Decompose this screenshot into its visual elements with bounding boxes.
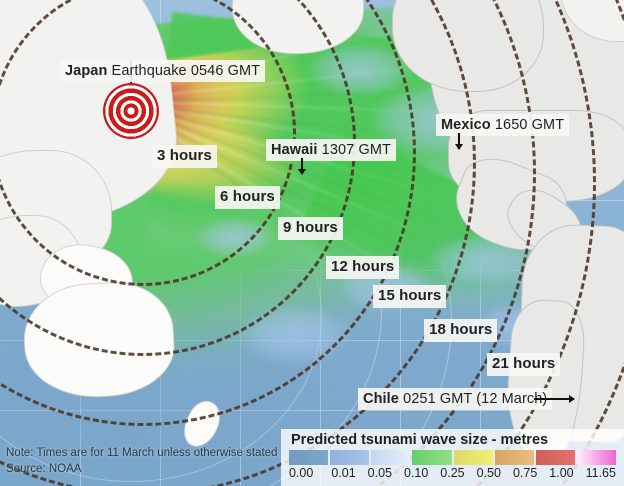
legend-swatch-2: [371, 450, 411, 465]
legend-tick-labels: 0.00 0.01 0.05 0.10 0.25 0.50 0.75 1.00 11.65: [289, 465, 616, 480]
legend-swatch-6: [535, 450, 575, 465]
label-chile-time: 0251 GMT (12 March): [398, 391, 548, 407]
label-mexico-time: 1650 GMT: [490, 117, 565, 133]
legend-tick-7: 1.00: [549, 466, 574, 480]
legend-tick-5: 0.50: [476, 466, 501, 480]
travel-time-label-6h: 6 hours: [215, 186, 280, 209]
label-japan-place: Japan: [65, 63, 108, 79]
label-hawaii-pointer: [298, 158, 306, 175]
footnote-source: Source: NOAA: [6, 463, 82, 476]
legend-swatch-4: [453, 450, 493, 465]
travel-time-label-18h: 18 hours: [424, 319, 498, 342]
travel-time-label-12h: 12 hours: [326, 256, 400, 279]
legend-tick-0: 0.00: [289, 466, 314, 480]
legend-tick-4: 0.25: [440, 466, 465, 480]
legend-swatch-1: [330, 450, 370, 465]
label-chile-pointer: [534, 395, 575, 403]
label-hawaii: Hawaii 1307 GMT: [266, 139, 396, 162]
legend-tick-2: 0.05: [367, 466, 392, 480]
label-chile-place: Chile: [363, 391, 399, 407]
legend-swatch-3: [412, 450, 452, 465]
legend-title: Predicted tsunami wave size - metres: [291, 432, 549, 448]
earthquake-epicentre-icon: [103, 61, 159, 139]
footnote-note: Note: Times are for 11 March unless othe…: [6, 446, 278, 459]
travel-time-label-9h: 9 hours: [278, 217, 343, 240]
label-mexico: Mexico 1650 GMT: [436, 114, 570, 137]
legend-swatch-0: [289, 450, 329, 465]
label-mexico-pointer: [455, 133, 463, 150]
label-mexico-place: Mexico: [441, 117, 491, 133]
label-japan: Japan Earthquake 0546 GMT: [60, 60, 266, 83]
label-hawaii-place: Hawaii: [271, 142, 318, 158]
legend-tick-1: 0.01: [331, 466, 356, 480]
footnote: Note: Times are for 11 March unless othe…: [6, 445, 277, 478]
legend: Predicted tsunami wave size - metres 0.0…: [281, 429, 624, 486]
label-hawaii-time: 1307 GMT: [317, 142, 391, 158]
legend-swatch-5: [494, 450, 534, 465]
legend-tick-6: 0.75: [512, 466, 538, 480]
travel-time-label-3h: 3 hours: [152, 145, 217, 168]
label-chile: Chile 0251 GMT (12 March): [358, 388, 553, 411]
legend-tick-3: 0.10: [403, 466, 429, 480]
legend-colorbar: [289, 450, 616, 465]
travel-time-label-21h: 21 hours: [487, 353, 561, 376]
legend-tick-8: 11.65: [585, 466, 616, 480]
travel-time-label-15h: 15 hours: [373, 285, 447, 308]
label-japan-time: Earthquake 0546 GMT: [107, 63, 261, 79]
legend-swatch-7: [576, 450, 616, 465]
